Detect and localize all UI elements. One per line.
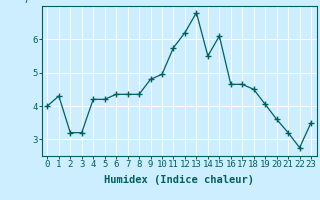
- X-axis label: Humidex (Indice chaleur): Humidex (Indice chaleur): [104, 175, 254, 185]
- Text: 7: 7: [24, 0, 29, 5]
